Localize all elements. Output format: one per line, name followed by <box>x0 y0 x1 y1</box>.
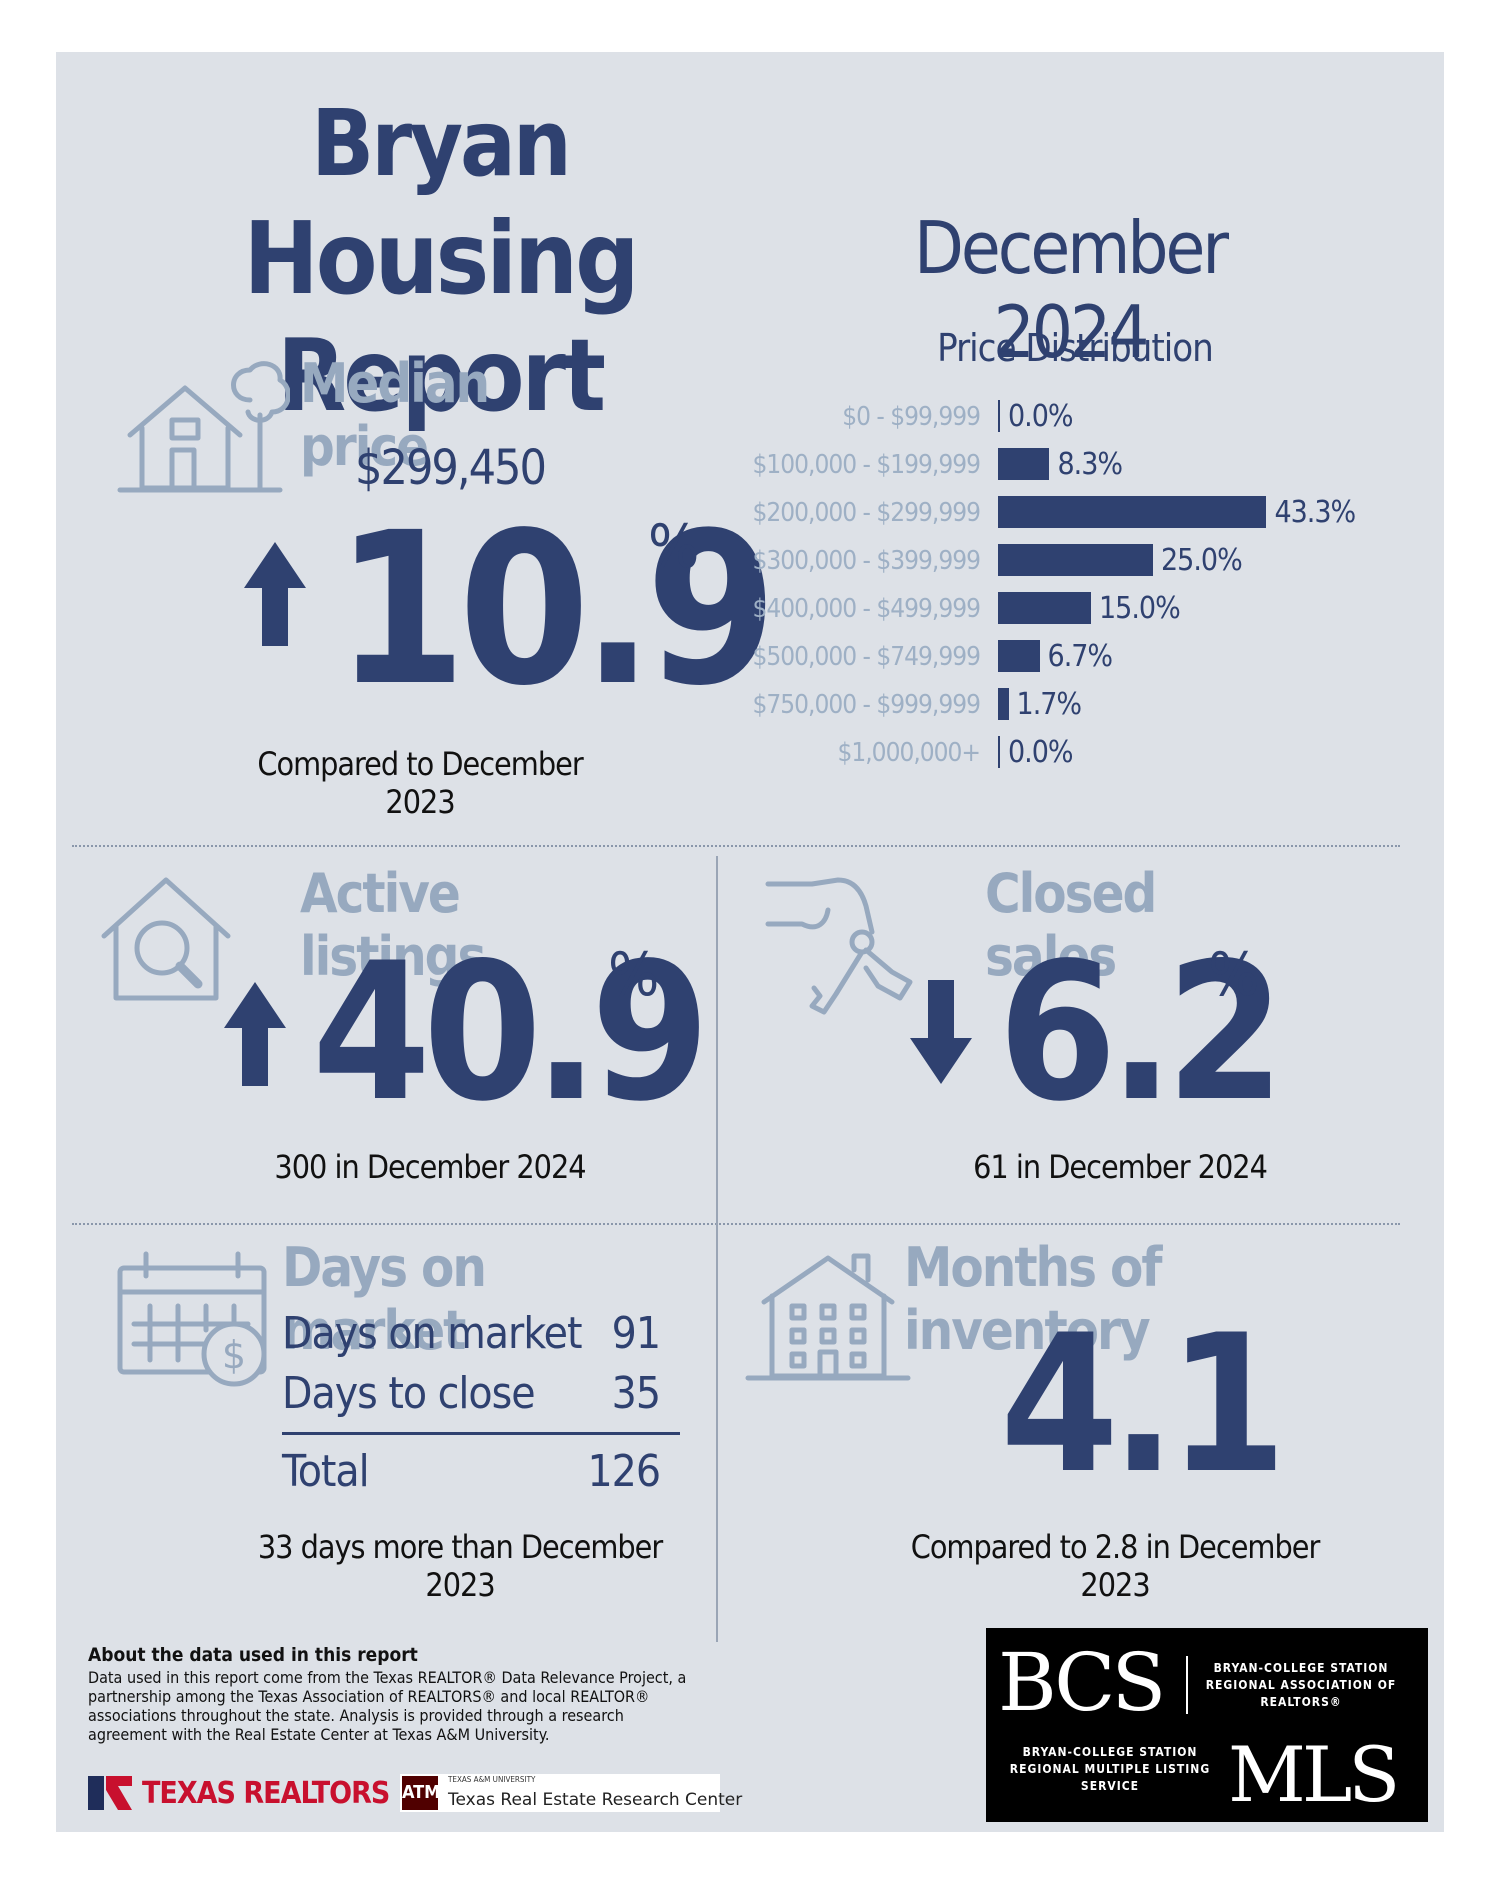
tamu-center-text: Texas Real Estate Research Center <box>448 1790 743 1810</box>
house-search-icon <box>101 877 231 1001</box>
divider-middle <box>72 1223 1400 1225</box>
active-listings-title: Active listings <box>300 862 486 988</box>
arrow-down-icon <box>910 980 972 1084</box>
divider-vertical <box>716 856 718 1642</box>
price-bar-value: 25.0% <box>1161 543 1243 578</box>
mls-letters: MLS <box>1228 1730 1400 1819</box>
price-bar <box>998 592 1091 624</box>
bcs-assoc-text: BRYAN-COLLEGE STATION REGIONAL ASSOCIATI… <box>1205 1661 1397 1709</box>
total-label: Total <box>282 1446 370 1497</box>
median-price-title: Median price <box>300 352 490 478</box>
dtc-row-value: 35 <box>611 1368 661 1419</box>
median-price-value: $299,450 <box>355 440 547 496</box>
price-bar-value: 0.0% <box>1008 735 1074 770</box>
price-bar-label: $400,000 - $499,999 <box>752 594 981 624</box>
apartment-building-icon <box>745 1253 911 1381</box>
price-distribution-title: Price Distribution <box>937 326 1214 370</box>
total-rule <box>282 1432 680 1435</box>
bcs-mls-logo <box>986 1628 1428 1822</box>
price-bar <box>998 496 1267 528</box>
bcs-assoc-frame <box>1186 1656 1414 1714</box>
price-bar-label: $100,000 - $199,999 <box>752 450 981 480</box>
tamu-logo <box>400 1774 720 1812</box>
total-value: 126 <box>587 1446 661 1497</box>
months-inventory-title: Months of inventory <box>904 1236 1162 1362</box>
price-bar <box>998 544 1153 576</box>
price-bar-value: 1.7% <box>1016 687 1083 722</box>
median-caption: Compared to December 2023 <box>257 745 583 821</box>
tamu-university-text: TEXAS A&M UNIVERSITY <box>448 1775 536 1784</box>
price-bar <box>998 400 1000 432</box>
closed-change-number: 6.2 <box>998 922 1285 1143</box>
about-title: About the data used in this report <box>88 1644 418 1666</box>
svg-text:$: $ <box>222 1333 246 1377</box>
texas-realtors-logo-text: TEXAS REALTORS <box>142 1776 390 1811</box>
city-title: Bryan <box>311 90 572 197</box>
price-bar-label: $750,000 - $999,999 <box>752 690 981 720</box>
price-bar-label: $300,000 - $399,999 <box>752 546 981 576</box>
price-bar-label: $0 - $99,999 <box>842 402 981 432</box>
price-bar-value: 8.3% <box>1057 447 1123 482</box>
hand-keys-icon <box>765 877 913 1015</box>
active-caption: 300 in December 2024 <box>274 1148 586 1186</box>
price-bar <box>998 448 1050 480</box>
dom-row-label: Days on market <box>282 1308 583 1359</box>
price-bar-value: 15.0% <box>1099 591 1181 626</box>
divider-top <box>72 845 1400 847</box>
active-change-number: 40.9 <box>312 922 710 1143</box>
bcs-letters: BCS <box>998 1636 1166 1729</box>
closed-caption: 61 in December 2024 <box>973 1148 1268 1186</box>
report-panel <box>56 52 1444 1832</box>
price-bar <box>998 688 1009 720</box>
price-bar-value: 6.7% <box>1047 639 1114 674</box>
active-change-unit: % <box>608 940 659 1010</box>
median-change-number: 10.9 <box>335 487 777 732</box>
arrow-up-icon <box>224 982 286 1086</box>
price-bar <box>998 640 1040 672</box>
price-bar-value: 43.3% <box>1274 495 1356 530</box>
report-title: Housing Report <box>243 200 639 434</box>
about-text: Data used in this report come from the T… <box>88 1668 687 1744</box>
dom-caption: 33 days more than December 2023 <box>257 1528 663 1604</box>
house-tree-icon <box>117 361 290 493</box>
median-change-unit: % <box>648 512 699 582</box>
price-bar-label: $500,000 - $749,999 <box>752 642 981 672</box>
texas-realtors-logo-mark <box>88 1776 132 1810</box>
dtc-row-label: Days to close <box>282 1368 536 1419</box>
months-inventory-value: 4.1 <box>1000 1294 1287 1515</box>
report-date: December 2024 <box>914 206 1229 374</box>
tamu-logo-mark: ATM <box>402 1776 440 1810</box>
closed-change-unit: % <box>1208 940 1259 1010</box>
dom-row-value: 91 <box>611 1308 661 1359</box>
months-inventory-caption: Compared to 2.8 in December 2023 <box>910 1528 1321 1604</box>
price-bar <box>998 736 1000 768</box>
closed-sales-title: Closed sales <box>985 862 1157 988</box>
calendar-dollar-icon: $ <box>117 1251 267 1387</box>
price-bar-label: $1,000,000+ <box>837 738 982 768</box>
arrow-up-icon <box>244 542 306 646</box>
price-bar-value: 0.0% <box>1008 399 1074 434</box>
days-on-market-title: Days on market <box>282 1236 487 1362</box>
mls-service-text: BRYAN-COLLEGE STATION REGIONAL MULTIPLE … <box>1009 1745 1211 1793</box>
price-bar-label: $200,000 - $299,999 <box>752 498 981 528</box>
